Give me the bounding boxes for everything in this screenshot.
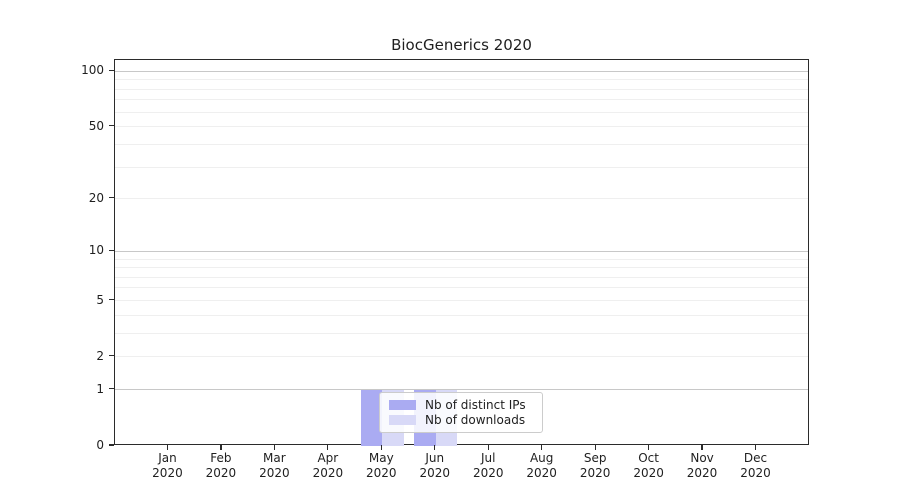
y-tick-mark bbox=[109, 125, 114, 127]
legend-entry: Nb of distinct IPs bbox=[389, 397, 534, 413]
x-tick-mark bbox=[327, 445, 329, 450]
x-tick-label-line: Feb bbox=[210, 451, 232, 465]
x-tick-label: Jun 2020 bbox=[403, 451, 467, 481]
x-tick-label-line: 2020 bbox=[152, 466, 183, 480]
x-tick-label: Jan 2020 bbox=[135, 451, 199, 481]
gridline-minor bbox=[115, 88, 808, 90]
x-tick-label: Aug 2020 bbox=[510, 451, 574, 481]
x-tick-mark bbox=[754, 445, 757, 450]
x-tick-label-line: Jul bbox=[480, 451, 496, 465]
gridline-minor bbox=[115, 276, 808, 278]
legend-label: Nb of distinct IPs bbox=[425, 397, 526, 412]
x-tick-label-line: Mar bbox=[263, 451, 286, 465]
x-tick-label-line: 2020 bbox=[205, 466, 237, 480]
x-tick-label-line: Aug bbox=[529, 451, 554, 465]
gridline-minor bbox=[115, 111, 808, 113]
x-tick-label: Dec 2020 bbox=[724, 451, 788, 481]
gridline-major bbox=[115, 389, 808, 391]
x-tick-label-line: 2020 bbox=[419, 466, 451, 480]
legend-swatch bbox=[389, 415, 416, 426]
y-tick-mark bbox=[109, 197, 114, 199]
gridline-minor bbox=[115, 166, 808, 168]
bar-distinct-ips bbox=[360, 389, 383, 446]
gridline-minor bbox=[115, 198, 808, 200]
x-tick-label-line: 2020 bbox=[526, 466, 557, 480]
gridline-major bbox=[115, 70, 808, 72]
x-tick-mark bbox=[701, 445, 703, 450]
gridline-minor bbox=[115, 99, 808, 101]
x-tick-label-line: Sep bbox=[583, 451, 607, 465]
x-tick-mark bbox=[594, 445, 596, 450]
x-tick-label: Sep 2020 bbox=[563, 451, 627, 481]
x-tick-mark bbox=[220, 445, 222, 450]
x-tick-label-line: 2020 bbox=[366, 466, 397, 480]
y-tick-mark bbox=[109, 388, 114, 390]
legend: Nb of distinct IPs Nb of downloads bbox=[379, 392, 543, 433]
gridline-major bbox=[115, 250, 808, 252]
gridline-minor bbox=[115, 143, 808, 145]
x-tick-label-line: 2020 bbox=[259, 466, 290, 480]
plot-area bbox=[114, 59, 809, 446]
x-tick-label-line: Oct bbox=[638, 451, 659, 465]
x-tick-label-line: 2020 bbox=[312, 466, 344, 480]
y-tick-mark bbox=[109, 444, 114, 446]
gridline-minor bbox=[115, 356, 808, 358]
y-tick-label: 100 bbox=[81, 63, 104, 78]
x-tick-mark bbox=[166, 445, 169, 450]
y-tick-label: 50 bbox=[88, 118, 104, 133]
chart-title: BiocGenerics 2020 bbox=[391, 36, 532, 54]
y-tick-label: 2 bbox=[96, 348, 104, 363]
x-tick-label-line: 2020 bbox=[740, 466, 771, 480]
y-tick-label: 0 bbox=[96, 438, 104, 452]
x-tick-label: Nov 2020 bbox=[670, 451, 734, 481]
x-tick-label-line: Apr bbox=[317, 451, 339, 465]
y-tick-mark bbox=[109, 298, 114, 301]
y-tick-mark bbox=[109, 355, 114, 357]
x-tick-label-line: 2020 bbox=[686, 466, 718, 480]
x-tick-label: Oct 2020 bbox=[617, 451, 681, 481]
x-tick-mark bbox=[380, 445, 382, 450]
x-tick-label-line: Jun bbox=[425, 451, 445, 465]
x-tick-label: Apr 2020 bbox=[296, 451, 360, 481]
x-tick-label: May 2020 bbox=[349, 451, 413, 481]
gridline-minor bbox=[115, 79, 808, 81]
x-tick-mark bbox=[434, 445, 436, 450]
y-tick-label: 20 bbox=[88, 190, 104, 205]
x-tick-mark bbox=[487, 445, 489, 450]
y-tick-mark bbox=[109, 69, 114, 71]
gridline-minor bbox=[115, 300, 808, 301]
y-tick-mark bbox=[109, 249, 114, 251]
x-tick-label: Jul 2020 bbox=[456, 451, 520, 481]
x-tick-mark bbox=[273, 445, 275, 450]
x-tick-label: Mar 2020 bbox=[242, 451, 306, 481]
gridline-minor bbox=[115, 267, 808, 269]
y-tick-label: 10 bbox=[88, 243, 104, 258]
x-tick-mark bbox=[648, 445, 650, 450]
legend-label: Nb of downloads bbox=[425, 413, 526, 428]
x-tick-label: Feb 2020 bbox=[189, 451, 253, 481]
x-tick-label-line: 2020 bbox=[472, 466, 504, 480]
x-tick-label-line: May bbox=[368, 451, 394, 465]
legend-swatch bbox=[389, 399, 416, 410]
x-tick-label-line: Jan bbox=[158, 451, 177, 465]
x-tick-mark bbox=[541, 445, 543, 450]
y-tick-label: 1 bbox=[96, 381, 104, 396]
gridline-minor bbox=[115, 258, 808, 260]
x-tick-label-line: Dec bbox=[743, 451, 768, 465]
gridline-minor bbox=[115, 314, 808, 316]
gridline-minor bbox=[115, 126, 808, 128]
gridline-minor bbox=[115, 287, 808, 289]
legend-entry: Nb of downloads bbox=[389, 413, 534, 429]
x-tick-label-line: 2020 bbox=[579, 466, 611, 480]
x-tick-label-line: Nov bbox=[690, 451, 714, 465]
y-tick-label: 5 bbox=[96, 292, 104, 307]
gridline-minor bbox=[115, 332, 808, 334]
x-tick-label-line: 2020 bbox=[633, 466, 664, 480]
